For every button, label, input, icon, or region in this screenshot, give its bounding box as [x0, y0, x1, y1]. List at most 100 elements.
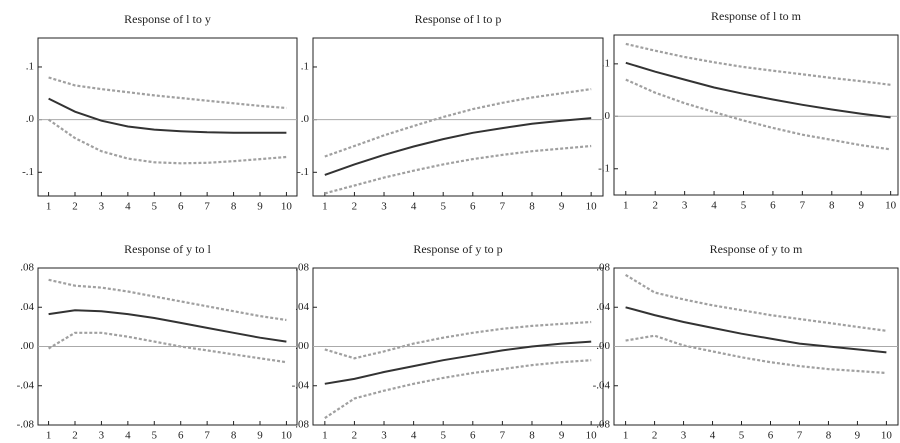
response-line [324, 117, 592, 176]
x-tick-label: 8 [826, 430, 832, 442]
x-tick-label: 4 [411, 201, 417, 213]
band-line [324, 88, 592, 158]
x-tick-label: 6 [470, 201, 476, 213]
y-tick-label: .1 [602, 57, 610, 69]
x-tick-label: 9 [858, 200, 864, 212]
x-tick-label: 3 [99, 201, 105, 213]
x-tick-label: 10 [281, 430, 293, 442]
band-line [48, 331, 287, 364]
y-tick-label: .04 [295, 301, 309, 313]
x-tick-label: 6 [178, 430, 184, 442]
band-line [48, 76, 287, 110]
x-tick-label: 3 [381, 201, 387, 213]
x-tick-label: 10 [885, 200, 897, 212]
x-tick-label: 10 [586, 430, 598, 442]
y-tick-label: -.04 [17, 379, 35, 391]
band-line [625, 78, 891, 151]
x-tick-label: 8 [529, 430, 535, 442]
band-line [625, 334, 887, 375]
band-line [324, 144, 592, 195]
response-line [324, 340, 592, 385]
x-tick-label: 6 [178, 201, 184, 213]
x-tick-label: 7 [500, 430, 506, 442]
x-tick-label: 6 [768, 430, 774, 442]
x-tick-label: 2 [72, 430, 78, 442]
band-line [324, 320, 592, 360]
x-tick-label: 6 [770, 200, 776, 212]
y-tick-label: -.08 [17, 419, 35, 431]
y-tick-label: -.1 [22, 166, 34, 178]
y-tick-label: .1 [26, 60, 34, 72]
x-tick-label: 9 [257, 430, 263, 442]
chart-title: Response of l to m [711, 9, 802, 23]
x-tick-label: 5 [152, 201, 158, 213]
x-tick-label: 7 [800, 200, 806, 212]
chart-title: Response of l to y [124, 12, 211, 26]
y-tick-label: -.04 [292, 379, 310, 391]
x-tick-label: 10 [881, 430, 893, 442]
x-tick-label: 4 [125, 430, 131, 442]
x-tick-label: 8 [231, 201, 237, 213]
y-tick-label: -.08 [292, 419, 310, 431]
band-line [625, 42, 891, 86]
y-tick-label: .0 [26, 113, 35, 125]
band-line [47, 118, 287, 165]
x-tick-label: 1 [623, 200, 629, 212]
y-tick-label: -.1 [297, 166, 309, 178]
chart-title: Response of y to m [710, 242, 803, 256]
response-line [48, 97, 287, 134]
x-tick-label: 7 [797, 430, 803, 442]
x-tick-label: 4 [411, 430, 417, 442]
x-tick-label: 1 [623, 430, 629, 442]
x-tick-label: 2 [652, 430, 658, 442]
x-tick-label: 8 [829, 200, 835, 212]
response-line [625, 61, 891, 119]
y-tick-label: .08 [20, 262, 34, 274]
x-tick-label: 9 [559, 201, 565, 213]
chart-title: Response of y to l [124, 242, 211, 256]
response-line [48, 309, 287, 343]
x-tick-label: 7 [204, 201, 210, 213]
band-line [48, 278, 287, 322]
x-tick-label: 3 [99, 430, 105, 442]
x-tick-label: 10 [281, 201, 293, 213]
y-tick-label: .04 [20, 301, 34, 313]
plot-frame [37, 37, 298, 197]
x-tick-label: 4 [711, 200, 717, 212]
x-tick-label: 8 [231, 430, 237, 442]
x-tick-label: 1 [46, 430, 52, 442]
x-tick-label: 7 [500, 201, 506, 213]
y-tick-label: .00 [596, 340, 610, 352]
x-tick-label: 2 [352, 430, 358, 442]
x-tick-label: 2 [352, 201, 358, 213]
y-tick-label: -.1 [598, 162, 610, 174]
chart-title: Response of y to p [413, 242, 502, 256]
chart-title: Response of l to p [415, 12, 502, 26]
x-tick-label: 3 [681, 430, 687, 442]
x-tick-label: 3 [682, 200, 688, 212]
x-tick-label: 5 [739, 430, 745, 442]
y-tick-label: .08 [295, 262, 309, 274]
x-tick-label: 5 [741, 200, 747, 212]
plot-frame [613, 34, 899, 196]
response-line [625, 306, 887, 354]
x-tick-label: 1 [322, 430, 328, 442]
x-tick-label: 9 [257, 201, 263, 213]
y-tick-label: .0 [602, 110, 611, 122]
x-tick-label: 6 [470, 430, 476, 442]
y-tick-label: .0 [301, 113, 310, 125]
x-tick-label: 5 [440, 201, 446, 213]
x-tick-label: 2 [652, 200, 658, 212]
band-line [324, 359, 592, 420]
x-tick-label: 2 [72, 201, 78, 213]
x-tick-label: 1 [322, 201, 328, 213]
x-tick-label: 5 [440, 430, 446, 442]
y-tick-label: .04 [596, 301, 610, 313]
x-tick-label: 10 [586, 201, 598, 213]
y-tick-label: .08 [596, 262, 610, 274]
x-tick-label: 4 [710, 430, 716, 442]
x-tick-label: 3 [381, 430, 387, 442]
y-tick-label: -.04 [593, 379, 611, 391]
x-tick-label: 4 [125, 201, 131, 213]
